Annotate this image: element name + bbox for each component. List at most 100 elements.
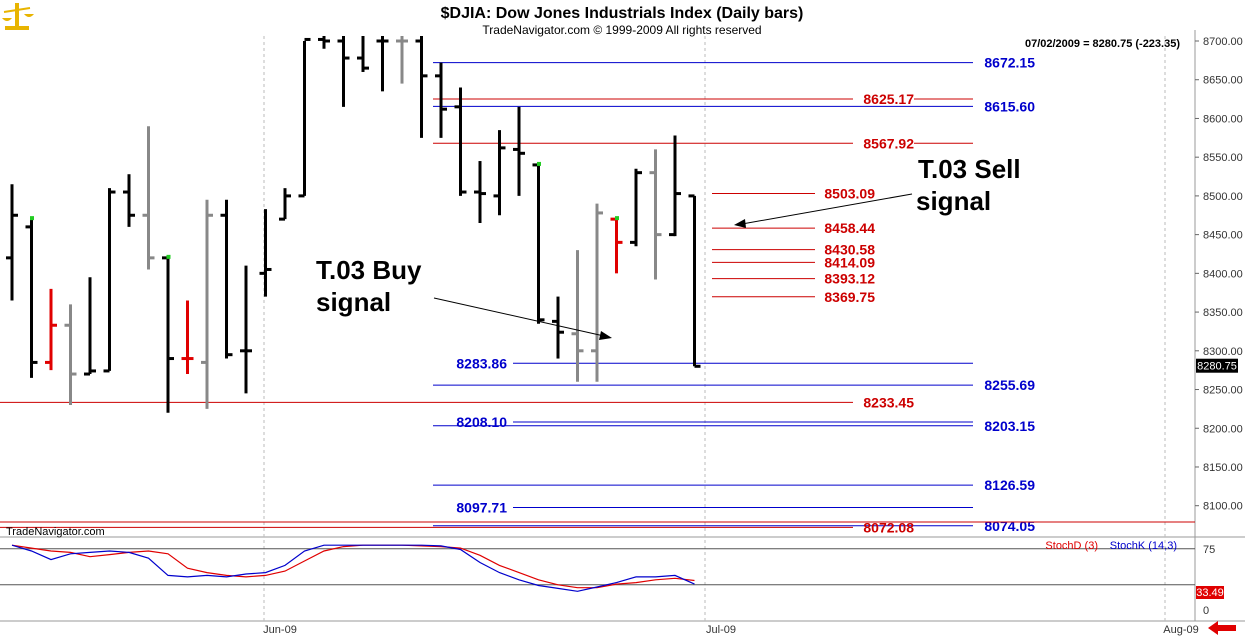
ohlc-bar[interactable] <box>396 36 408 84</box>
ohlc-bar[interactable] <box>103 188 116 373</box>
ohlc-bar[interactable] <box>25 216 38 378</box>
ohlc-bar[interactable] <box>201 199 213 409</box>
ohlc-bar[interactable] <box>298 37 311 198</box>
logo-base <box>5 26 29 30</box>
buy-arrow-head <box>599 331 612 340</box>
last-price-tag: 8280.75 <box>1197 361 1237 373</box>
stoch-tick-label: 75 <box>1203 544 1215 556</box>
stoch-last-value-bg <box>1196 586 1224 599</box>
level-label-8414.09: 8414.09 <box>824 254 875 270</box>
ohlc-bar[interactable] <box>142 126 155 270</box>
time-label-jun-09: Jun-09 <box>263 624 297 636</box>
level-label-8233.45: 8233.45 <box>863 394 914 410</box>
scale-logo-icon <box>2 3 34 30</box>
price-tick-label: 8700.00 <box>1203 36 1243 48</box>
ohlc-bar[interactable] <box>552 296 564 359</box>
ohlc-bar[interactable] <box>688 194 701 368</box>
logo-pan-right <box>24 14 34 17</box>
level-label-8369.75: 8369.75 <box>824 289 875 305</box>
chart-subtitle: TradeNavigator.com © 1999-2009 All right… <box>482 23 761 37</box>
sell-arrow-line <box>741 193 913 225</box>
green-signal-marker <box>166 254 171 259</box>
logo-post <box>15 3 19 27</box>
ohlc-bar[interactable] <box>649 149 662 280</box>
ohlc-bar[interactable] <box>357 36 369 72</box>
price-tick-label: 8200.00 <box>1203 423 1243 435</box>
scroll-left-arrow-icon[interactable] <box>1208 621 1236 635</box>
ohlc-bar[interactable] <box>610 216 623 274</box>
ohlc-bar[interactable] <box>181 300 194 375</box>
ohlc-bar[interactable] <box>318 36 330 49</box>
logo-beam <box>3 7 31 13</box>
ohlc-bar[interactable] <box>415 36 428 138</box>
ohlc-bar[interactable] <box>279 188 291 221</box>
ohlc-bar[interactable] <box>630 168 642 247</box>
ohlc-bar[interactable] <box>240 265 252 394</box>
buy-arrow-line <box>433 297 605 337</box>
ohlc-bar[interactable] <box>513 106 525 196</box>
stoch-last-value: 33.49 <box>1196 587 1224 599</box>
price-tick-label: 8450.00 <box>1203 230 1243 242</box>
level-label-8430.58: 8430.58 <box>824 242 875 258</box>
ohlc-bar[interactable] <box>454 87 467 196</box>
green-signal-marker <box>615 216 619 221</box>
green-signal-marker <box>537 161 541 166</box>
sell-label-line2: signal <box>916 186 991 216</box>
ohlc-bar[interactable] <box>6 184 18 301</box>
price-tick-label: 8500.00 <box>1203 191 1243 203</box>
level-label-8255.69: 8255.69 <box>984 377 1035 393</box>
time-label-jul-09: Jul-09 <box>706 624 736 636</box>
level-label-8393.12: 8393.12 <box>824 271 875 287</box>
ohlc-bar[interactable] <box>259 209 272 297</box>
price-tick-label: 8300.00 <box>1203 346 1243 358</box>
ohlc-bar[interactable] <box>45 288 57 371</box>
stoch-series-k <box>11 544 695 592</box>
chart-title: $DJIA: Dow Jones Industrials Index (Dail… <box>441 5 804 22</box>
buy-label-line2: signal <box>316 287 391 317</box>
ohlc-bar[interactable] <box>571 250 584 382</box>
level-label-8567.92: 8567.92 <box>863 135 914 151</box>
last-bar-info: 07/02/2009 = 8280.75 (-223.35) <box>1025 38 1180 50</box>
ohlc-bar[interactable] <box>162 254 174 413</box>
price-tick-label: 8150.00 <box>1203 462 1243 474</box>
sell-arrow-head <box>734 219 746 228</box>
price-tick-label: 8100.00 <box>1203 501 1243 513</box>
ohlc-bar[interactable] <box>591 203 603 382</box>
green-signal-marker <box>30 216 34 221</box>
stoch-d-legend: StochD (3) <box>1045 540 1098 552</box>
ohlc-bar[interactable] <box>123 174 135 227</box>
price-tick-label: 8250.00 <box>1203 385 1243 397</box>
level-label-8458.44: 8458.44 <box>824 220 875 236</box>
ohlc-bar[interactable] <box>474 161 486 224</box>
ohlc-bar[interactable] <box>64 304 77 406</box>
ohlc-bar[interactable] <box>532 161 545 324</box>
ohlc-bar[interactable] <box>493 130 506 216</box>
level-label-8625.17: 8625.17 <box>863 91 914 107</box>
stoch-tick-label: 0 <box>1203 605 1209 617</box>
level-label-8672.15: 8672.15 <box>984 55 1035 71</box>
ohlc-bar[interactable] <box>376 36 389 92</box>
level-label-8283.86: 8283.86 <box>456 355 507 371</box>
ohlc-bar[interactable] <box>435 62 447 138</box>
level-label-8208.10: 8208.10 <box>456 414 507 430</box>
level-label-8074.05: 8074.05 <box>984 518 1035 534</box>
logo-pan-left <box>2 18 12 21</box>
ohlc-bar[interactable] <box>669 135 681 237</box>
price-tick-label: 8350.00 <box>1203 307 1243 319</box>
sell-label-line1: T.03 Sell <box>918 154 1021 184</box>
level-label-8615.60: 8615.60 <box>984 98 1035 114</box>
price-tick-label: 8400.00 <box>1203 268 1243 280</box>
level-label-8126.59: 8126.59 <box>984 477 1035 493</box>
price-tick-label: 8650.00 <box>1203 75 1243 87</box>
level-label-8203.15: 8203.15 <box>984 418 1035 434</box>
ohlc-bar[interactable] <box>84 277 96 376</box>
watermark: TradeNavigator.com <box>6 526 105 538</box>
stoch-k-legend: StochK (14,3) <box>1110 540 1177 552</box>
ohlc-bar[interactable] <box>220 199 233 359</box>
ohlc-bar[interactable] <box>337 36 350 107</box>
price-tick-label: 8600.00 <box>1203 113 1243 125</box>
buy-label-line1: T.03 Buy <box>316 255 422 285</box>
